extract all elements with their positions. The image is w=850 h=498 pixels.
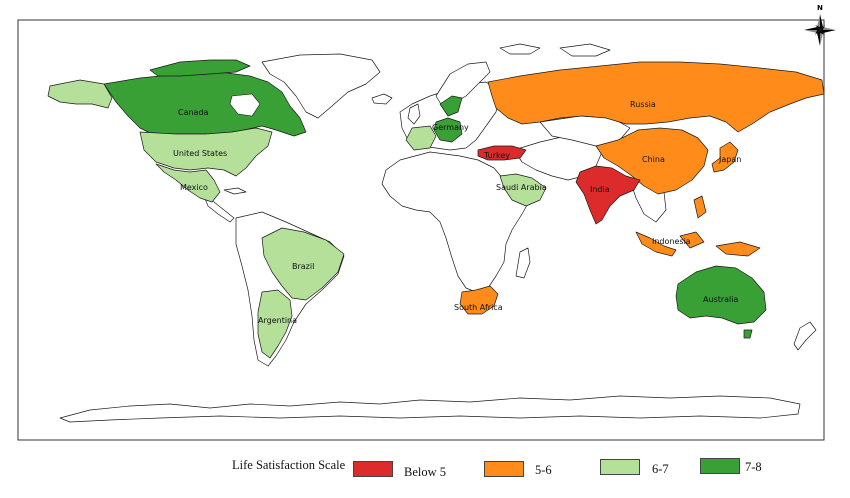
madagascar — [515, 247, 531, 279]
label-saudi-arabia: Saudi Arabia — [496, 183, 547, 192]
indonesia-islands — [679, 231, 705, 249]
western-europe — [405, 125, 437, 151]
label-brazil: Brazil — [292, 262, 314, 271]
country-canada — [103, 71, 307, 137]
philippines — [693, 195, 707, 219]
indonesia-east — [715, 241, 761, 257]
new-zealand — [793, 321, 817, 351]
country-brazil — [261, 227, 345, 301]
label-china: China — [642, 155, 665, 164]
country-argentina — [257, 289, 293, 359]
label-turkey: Turkey — [483, 151, 510, 160]
compass-rose-icon — [804, 14, 836, 46]
country-russia — [487, 61, 825, 133]
central-america — [203, 195, 235, 223]
iceland — [371, 93, 393, 105]
label-canada: Canada — [178, 108, 209, 117]
label-indonesia: Indonesia — [652, 237, 691, 246]
arctic-islands-2 — [559, 43, 611, 57]
united-kingdom — [407, 103, 421, 125]
caribbean-islands — [223, 187, 247, 195]
tasmania — [743, 329, 753, 339]
legend-label-6-7: 6-7 — [652, 462, 669, 476]
label-mexico: Mexico — [180, 183, 208, 192]
label-russia: Russia — [630, 100, 656, 109]
country-japan — [711, 141, 739, 173]
world-map: Canada United States Mexico Brazil Argen… — [17, 19, 825, 441]
label-germany: Germany — [432, 123, 469, 132]
country-china — [595, 127, 709, 195]
label-india: India — [590, 185, 610, 194]
label-south-africa: South Africa — [454, 303, 503, 312]
legend-title: Life Satisfaction Scale — [232, 458, 346, 472]
africa — [381, 151, 531, 293]
legend-label-7-8: 7-8 — [745, 460, 762, 474]
legend-swatch-5-6 — [484, 461, 524, 477]
north-label: N — [817, 4, 823, 12]
antarctica — [59, 395, 801, 423]
label-argentina: Argentina — [258, 316, 297, 325]
arctic-islands — [499, 43, 541, 55]
legend-swatch-below-5 — [353, 461, 393, 477]
legend-label-5-6: 5-6 — [535, 463, 552, 477]
north-arrow: N — [804, 4, 836, 46]
country-indonesia — [635, 231, 677, 257]
country-germany — [433, 117, 463, 143]
hudson-bay — [229, 93, 261, 117]
legend-label-below-5: Below 5 — [404, 465, 447, 479]
legend-swatch-7-8 — [700, 458, 740, 474]
country-united-states — [139, 127, 273, 177]
country-turkey — [477, 145, 527, 161]
country-australia — [675, 265, 767, 325]
scandinavia-green — [439, 95, 463, 117]
country-saudi-arabia — [499, 173, 547, 207]
label-japan: Japan — [718, 155, 741, 164]
country-alaska — [47, 79, 113, 109]
greenland — [261, 53, 381, 119]
country-south-africa — [459, 285, 499, 315]
legend-swatch-6-7 — [600, 459, 640, 475]
label-united-states: United States — [173, 149, 227, 158]
country-india — [575, 165, 641, 225]
canada-islands — [149, 59, 251, 77]
legend: Life Satisfaction Scale Below 5 5-6 6-7 … — [0, 452, 850, 492]
country-mexico — [155, 163, 221, 203]
label-australia: Australia — [703, 295, 738, 304]
